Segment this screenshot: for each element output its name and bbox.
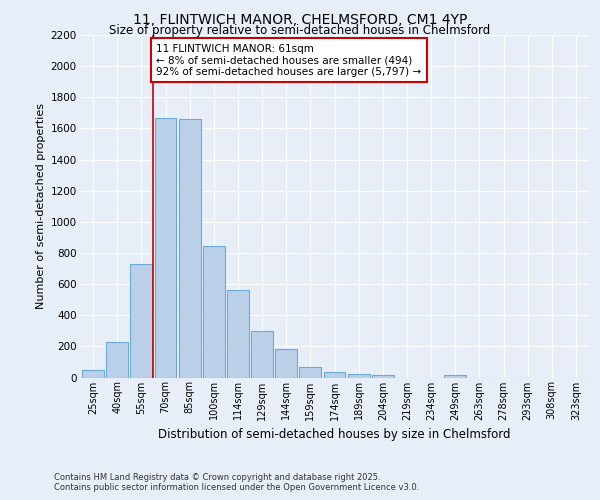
Bar <box>179 119 200 378</box>
Bar <box>82 370 104 378</box>
Y-axis label: Number of semi-detached properties: Number of semi-detached properties <box>37 104 46 309</box>
Text: 11, FLINTWICH MANOR, CHELMSFORD, CM1 4YP: 11, FLINTWICH MANOR, CHELMSFORD, CM1 4YP <box>133 12 467 26</box>
Bar <box>155 118 176 378</box>
Bar <box>106 342 128 378</box>
Bar <box>203 246 224 378</box>
Text: Size of property relative to semi-detached houses in Chelmsford: Size of property relative to semi-detach… <box>109 24 491 37</box>
Bar <box>323 372 346 378</box>
Text: Contains HM Land Registry data © Crown copyright and database right 2025.
Contai: Contains HM Land Registry data © Crown c… <box>54 473 419 492</box>
Bar <box>348 374 370 378</box>
Bar <box>251 331 273 378</box>
Text: 11 FLINTWICH MANOR: 61sqm
← 8% of semi-detached houses are smaller (494)
92% of : 11 FLINTWICH MANOR: 61sqm ← 8% of semi-d… <box>157 44 421 77</box>
Bar <box>275 348 297 378</box>
X-axis label: Distribution of semi-detached houses by size in Chelmsford: Distribution of semi-detached houses by … <box>158 428 511 441</box>
Bar <box>130 264 152 378</box>
Bar <box>299 368 321 378</box>
Bar <box>227 290 249 378</box>
Bar <box>445 375 466 378</box>
Bar <box>372 375 394 378</box>
